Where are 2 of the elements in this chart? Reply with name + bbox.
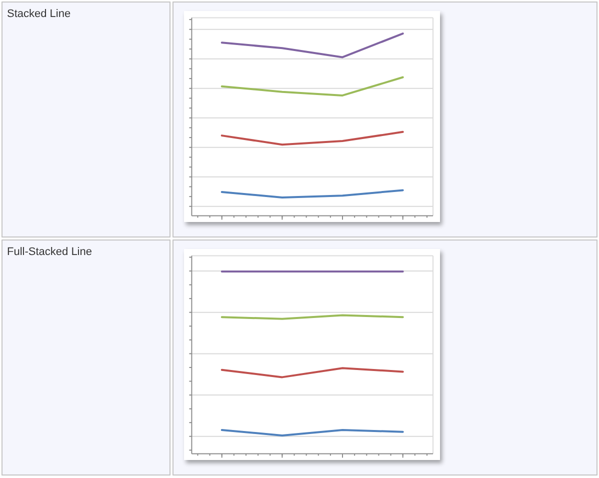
text: Stacked Line — [7, 8, 71, 20]
text: Full-Stacked Line — [7, 246, 92, 258]
